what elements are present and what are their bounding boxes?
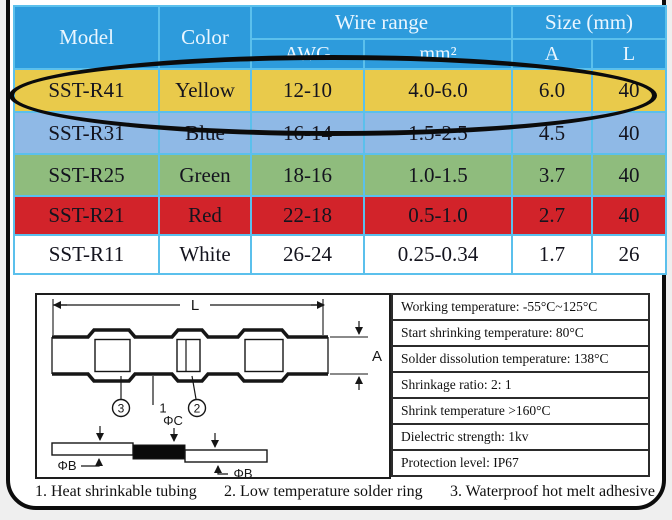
- model-cell: SST-R31: [13, 111, 160, 155]
- len-cell: 40: [591, 153, 668, 197]
- callout-3-label: 3: [118, 402, 125, 416]
- mm2-cell: 0.5-1.0: [362, 195, 514, 236]
- spec-protection-level: Protection level: IP67: [391, 449, 650, 477]
- amp-cell: 1.7: [511, 234, 594, 275]
- model-cell: SST-R11: [13, 234, 160, 275]
- awg-cell: 22-18: [250, 195, 365, 236]
- len-cell: 40: [591, 111, 668, 155]
- col-header-awg: AWG: [250, 38, 365, 70]
- awg-cell: 26-24: [250, 234, 365, 275]
- color-cell: Blue: [158, 111, 252, 155]
- mm2-cell: 1.5-2.5: [362, 111, 514, 155]
- awg-cell: 12-10: [250, 68, 365, 113]
- table-row-sst-r41: SST-R41 Yellow 12-10 4.0-6.0 6.0 40: [13, 68, 668, 113]
- phi-b-left-label: ΦB: [57, 458, 76, 473]
- callout-circle-2: [187, 398, 207, 418]
- col-header-amp: A: [511, 38, 594, 70]
- amp-cell: 2.7: [511, 195, 594, 236]
- amp-cell: 6.0: [511, 68, 594, 113]
- spec-dielectric-strength: Dielectric strength: 1kv: [391, 423, 650, 451]
- wire-left: [51, 442, 134, 456]
- mm2-cell: 1.0-1.5: [362, 153, 514, 197]
- dimension-a-label: A: [372, 348, 382, 365]
- table-row-sst-r31: SST-R31 Blue 16-14 1.5-2.5 4.5 40: [13, 111, 668, 155]
- mm2-cell: 0.25-0.34: [362, 234, 514, 275]
- color-cell: Red: [158, 195, 252, 236]
- solder-ring: [176, 338, 201, 373]
- spec-start-shrinking-temperature: Start shrinking temperature: 80°C: [391, 319, 650, 347]
- spec-shrink-temperature: Shrink temperature >160°C: [391, 397, 650, 425]
- spec-shrinkage-ratio: Shrinkage ratio: 2: 1: [391, 371, 650, 399]
- legend-item-solder-ring: 2. Low temperature solder ring: [224, 483, 423, 500]
- wire-connector-spec-table: Model Color Wire range Size (mm) AWG mm²…: [13, 5, 668, 275]
- table-row-sst-r21: SST-R21 Red 22-18 0.5-1.0 2.7 40: [13, 195, 668, 236]
- wire-right: [184, 449, 268, 463]
- amp-cell: 3.7: [511, 153, 594, 197]
- phi-c-label: ΦC: [163, 413, 183, 428]
- len-cell: 40: [591, 195, 668, 236]
- callout-circle-3: [111, 398, 131, 418]
- color-cell: Yellow: [158, 68, 252, 113]
- awg-cell: 18-16: [250, 153, 365, 197]
- technical-specs-list: Working temperature: -55°C~125°C Start s…: [391, 293, 650, 477]
- solder-joint: [132, 444, 186, 460]
- col-header-color: Color: [158, 5, 252, 70]
- table-row-sst-r11: SST-R11 White 26-24 0.25-0.34 1.7 26: [13, 234, 668, 275]
- amp-cell: 4.5: [511, 111, 594, 155]
- legend-item-hot-melt-adhesive: 3. Waterproof hot melt adhesive: [449, 483, 655, 500]
- col-header-len: L: [591, 38, 668, 70]
- col-header-mm2: mm²: [362, 38, 514, 70]
- adhesive-ring-right: [244, 338, 284, 373]
- dimension-length-label: L: [191, 297, 199, 314]
- col-header-model: Model: [13, 5, 160, 70]
- mm2-cell: 4.0-6.0: [362, 68, 514, 113]
- spec-solder-dissolution-temperature: Solder dissolution temperature: 138°C: [391, 345, 650, 373]
- connector-diagram: L A 3 1 2 ΦC ΦB ΦB: [35, 293, 391, 479]
- col-header-wire-range: Wire range: [249, 5, 514, 40]
- callout-2-label: 2: [194, 402, 201, 416]
- len-cell: 26: [591, 234, 668, 275]
- connector-drawing: L A 3 1 2 ΦC ΦB ΦB: [51, 297, 382, 477]
- legend-item-tubing: 1. Heat shrinkable tubing: [35, 483, 197, 500]
- model-cell: SST-R21: [13, 195, 160, 236]
- table-row-sst-r25: SST-R25 Green 18-16 1.0-1.5 3.7 40: [13, 153, 668, 197]
- phi-b-right-label: ΦB: [233, 466, 252, 477]
- color-cell: Green: [158, 153, 252, 197]
- callout-1-label: 1: [159, 401, 166, 416]
- awg-cell: 16-14: [250, 111, 365, 155]
- parts-legend: 1. Heat shrinkable tubing 2. Low tempera…: [35, 483, 655, 501]
- col-header-size-mm: Size (mm): [511, 5, 668, 40]
- model-cell: SST-R25: [13, 153, 160, 197]
- model-cell: SST-R41: [13, 68, 160, 113]
- len-cell: 40: [591, 68, 668, 113]
- color-cell: White: [158, 234, 252, 275]
- spec-working-temperature: Working temperature: -55°C~125°C: [391, 293, 650, 321]
- adhesive-ring-left: [94, 338, 131, 373]
